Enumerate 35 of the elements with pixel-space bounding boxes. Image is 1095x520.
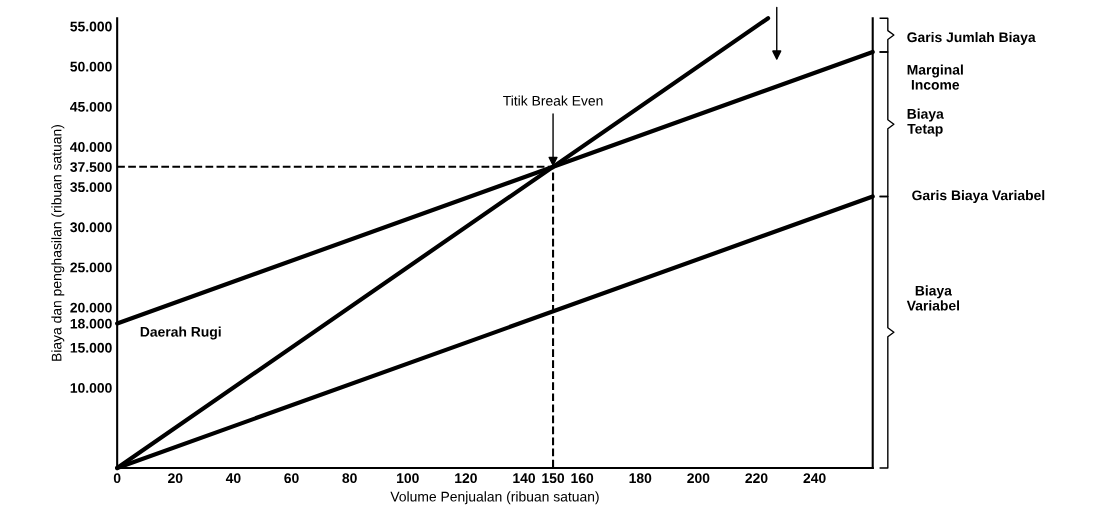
y-tick-label: 30.000 [70,222,112,233]
x-tick-label: 150 [542,473,565,484]
y-tick-label: 37.500 [70,162,112,172]
y-tick-label: 45.000 [70,101,112,112]
text: Biaya Variabel [906,285,960,311]
x-tick-label: 220 [745,473,768,484]
x-tick-label: 140 [513,473,536,484]
y-tick-label: 15.000 [70,342,112,353]
text: Garis Jumlah Biaya [907,31,1036,45]
y-tick-label: 55.000 [70,21,112,32]
x-tick-label: 100 [397,473,419,484]
annotation: Titik Break Even [503,95,603,106]
x-tick-label: 60 [284,473,299,484]
y-tick-label: 20.000 [70,302,112,313]
annotation: Daerah Rugi [140,326,221,340]
x-tick-label: 80 [342,473,357,484]
text: Biaya Tetap [907,108,944,137]
x-tick-label: 20 [168,473,183,484]
y-tick-label: 50.000 [70,61,112,72]
y-tick-label: 40.000 [70,142,112,152]
y-tick-label: 18.000 [70,318,112,329]
x-tick-label: 0 [113,473,121,484]
y-axis-title: Biaya dan penghasilan (ribuan satuan) [51,125,65,361]
x-tick-label: 120 [455,473,477,484]
x-axis-title: Volume Penjualan (ribuan satuan) [390,491,599,505]
y-tick-label: 25.000 [70,262,112,273]
annotation: Garis Biaya Variabel [912,190,1045,203]
x-tick-label: 180 [629,473,652,484]
y-tick-label: 10.000 [70,383,112,393]
y-tick-label: 35.000 [70,182,112,193]
x-tick-label: 200 [687,473,710,484]
text: Marginal Income [907,64,963,90]
x-tick-label: 160 [571,473,594,484]
x-tick-label: 40 [225,473,241,484]
x-tick-label: 240 [803,473,826,484]
